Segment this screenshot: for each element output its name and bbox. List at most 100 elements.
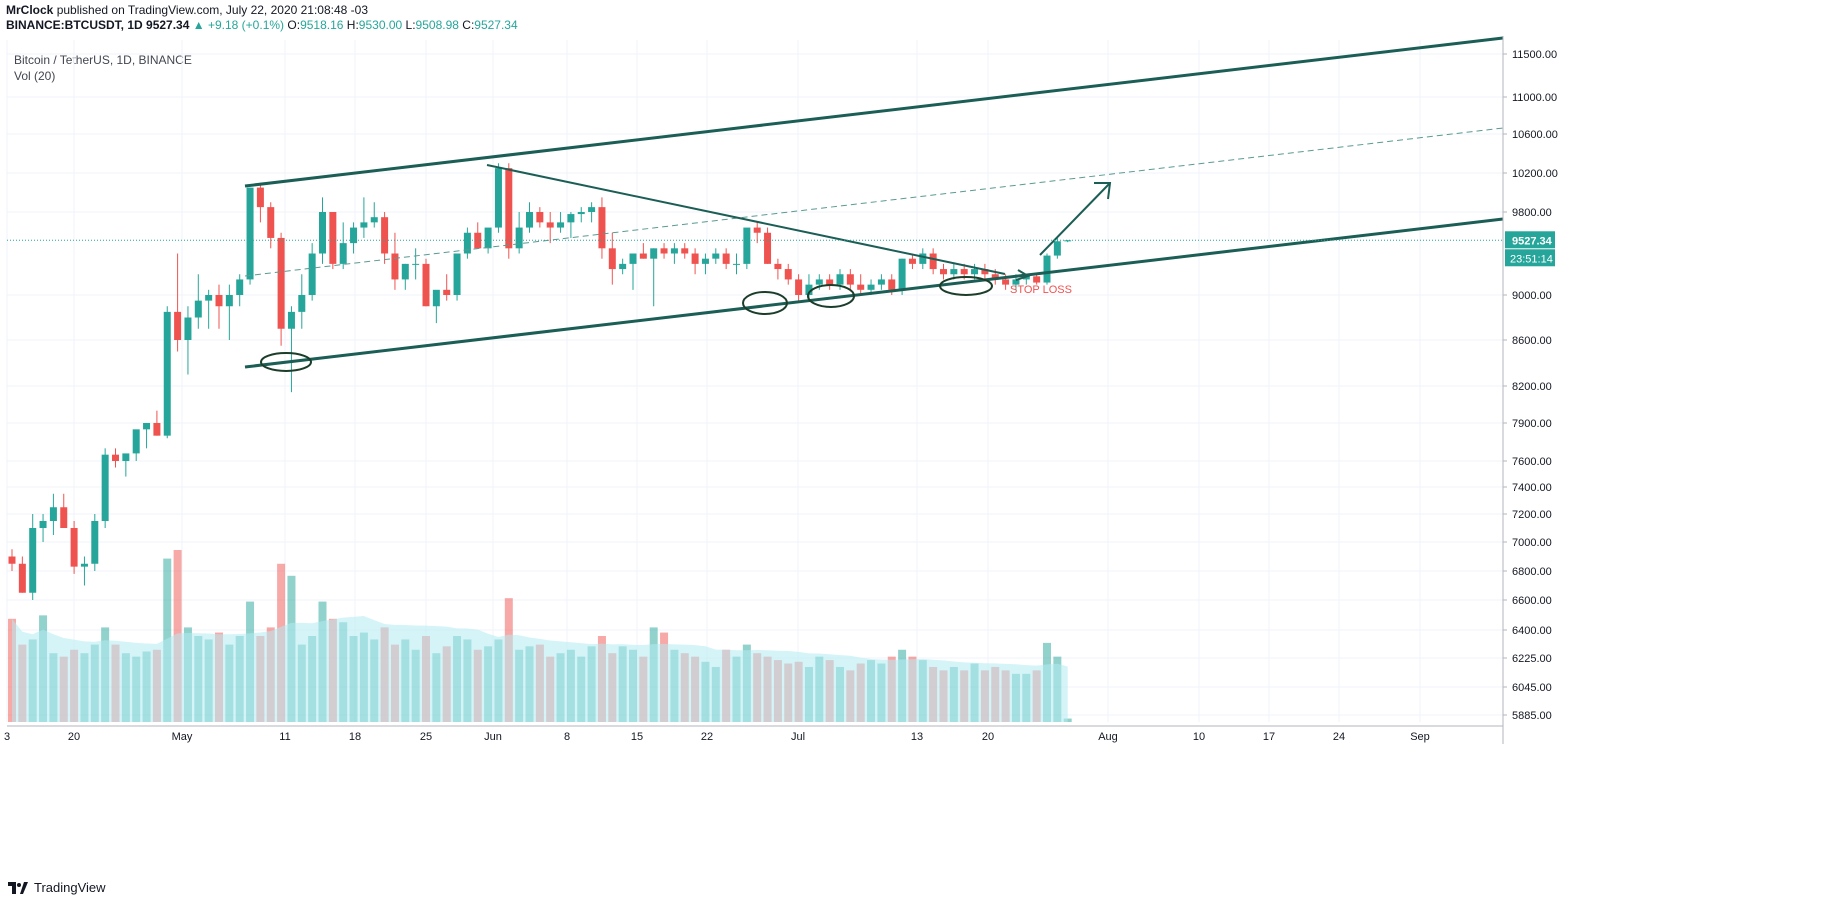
candle-body (526, 212, 533, 228)
candle-body (29, 528, 37, 593)
candle-body (225, 295, 233, 307)
candle-body (174, 311, 182, 340)
candle-body (971, 269, 979, 275)
candle-body (898, 258, 906, 290)
series-title: Bitcoin / TetherUS, 1D, BINANCE (14, 53, 192, 67)
candle-body (422, 263, 430, 307)
candle-body (619, 263, 627, 270)
candle-body (163, 311, 171, 436)
open-value: 9518.16 (300, 18, 344, 32)
candle-body (670, 248, 678, 254)
candle-body (867, 284, 875, 290)
candle-body (391, 253, 399, 280)
candle-body (432, 289, 440, 307)
support-ellipse-icon (807, 284, 855, 308)
candle-body (629, 253, 637, 264)
candle-body (722, 253, 730, 264)
breakout-arrow-head (1094, 182, 1112, 200)
candle-body (1053, 241, 1061, 256)
high-label: H: (346, 18, 359, 32)
candle-body (877, 279, 885, 285)
y-tick-label: 7900.00 (1512, 418, 1552, 430)
candle-body (246, 187, 254, 280)
breakout-arrow-line (1039, 182, 1111, 256)
x-tick-label: 24 (1333, 731, 1345, 743)
last-price-text: 9527.34 (146, 18, 190, 32)
candle-body (453, 253, 461, 295)
volume-bars (8, 550, 1072, 722)
up-arrow-icon: ▲ (192, 18, 205, 32)
volume-title: Vol (20) (14, 69, 56, 83)
y-tick-label: 8200.00 (1512, 381, 1552, 393)
candle-body (1033, 276, 1041, 283)
y-tick-label: 7600.00 (1512, 456, 1552, 468)
candle-body (960, 269, 968, 275)
candle-body (339, 243, 347, 264)
candle-body (774, 263, 782, 270)
candle-body (660, 248, 668, 254)
y-tick-label: 6045.00 (1512, 682, 1552, 694)
x-tick-label: 18 (349, 731, 361, 743)
y-tick-label: 6600.00 (1512, 595, 1552, 607)
y-tick-label: 6225.00 (1512, 653, 1552, 665)
candle-body (950, 269, 958, 275)
candle-body (940, 269, 947, 275)
stop-arrow-icon (1015, 269, 1031, 281)
candle-body (329, 212, 337, 264)
candle-body (795, 279, 803, 295)
candle-body (143, 423, 151, 430)
countdown-label: 23:51:14 (1510, 253, 1553, 265)
candle-body (857, 284, 865, 290)
candle-body (267, 207, 275, 238)
candle-body (608, 248, 616, 270)
price-axis: 11500.00 11000.00 10600.00 10200.00 9800.00 9… (1502, 36, 1558, 744)
support-ellipse-icon (260, 352, 312, 372)
y-tick-label: 9800.00 (1512, 207, 1552, 219)
y-tick-label: 9000.00 (1512, 290, 1552, 302)
candle-body (39, 521, 47, 528)
candle-body (277, 237, 285, 329)
candle-body (981, 269, 989, 275)
y-tick-label: 6400.00 (1512, 625, 1552, 637)
countdown-badge (1505, 249, 1555, 267)
candle-body (236, 279, 244, 295)
candle-body (474, 232, 482, 249)
candle-body (308, 253, 316, 295)
candle-body (557, 222, 565, 228)
x-tick-label: 22 (701, 731, 713, 743)
price-badge-label: 9527.34 (1512, 235, 1553, 247)
candle-body (805, 284, 813, 295)
close-value: 9527.34 (474, 18, 518, 32)
candle-body (546, 222, 554, 228)
y-tick-label: 10600.00 (1512, 129, 1558, 141)
x-tick-label: 20 (982, 731, 994, 743)
x-tick-label: 8 (564, 731, 570, 743)
support-ellipse-icon (742, 291, 788, 315)
low-value: 9508.98 (415, 18, 459, 32)
candle-body (826, 279, 834, 285)
candle-body (991, 274, 999, 280)
candle-body (1002, 279, 1010, 285)
y-tick-label: 11500.00 (1512, 49, 1557, 61)
y-tick-label: 11000.00 (1512, 92, 1557, 104)
candle-body (784, 269, 792, 280)
candle-body (701, 258, 709, 264)
author-name[interactable]: MrClock (6, 3, 54, 17)
candle-body (112, 454, 119, 461)
candle-body (515, 227, 523, 249)
series-legend: Bitcoin / TetherUS, 1D, BINANCE Vol (20) (14, 52, 192, 84)
footer-brand: TradingView (34, 880, 106, 895)
candle-body (360, 222, 368, 228)
candle-body (836, 274, 844, 285)
candle-body (929, 253, 937, 270)
x-tick-label: 11 (279, 731, 290, 743)
y-tick-label: 8600.00 (1512, 335, 1552, 347)
descending-trendline (486, 164, 1006, 275)
candle-body (122, 453, 130, 461)
candle-body (484, 227, 492, 249)
y-tick-label: 5885.00 (1512, 710, 1552, 722)
time-axis: 3 20 May 11 18 25 Jun 8 15 22 Jul 13 20 Aug 10 17 24 Sep (4, 725, 1503, 743)
y-tick-label: 7400.00 (1512, 482, 1552, 494)
candle-body (815, 279, 823, 285)
